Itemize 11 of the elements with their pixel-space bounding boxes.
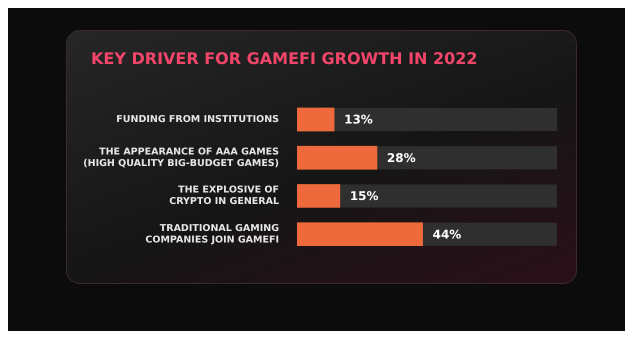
data-label: 28%: [386, 150, 416, 165]
data-label: 44%: [432, 227, 462, 242]
chart-title: KEY DRIVER FOR GAMEFI GROWTH IN 2022: [91, 49, 478, 68]
y-tick-label: THE APPEARANCE OF AAA GAMES (HIGH QUALITY BIG-BUDGET GAMES): [83, 146, 280, 169]
y-tick-label: THE EXPLOSIVE OF CRYPTO IN GENERAL: [169, 184, 279, 208]
y-tick-label: FUNDING FROM INSTITUTIONS: [116, 114, 280, 125]
y-tick-label: TRADITIONAL GAMING COMPANIES JOIN GAMEFI: [145, 222, 280, 246]
data-label: 15%: [350, 189, 379, 204]
bar: [297, 184, 340, 208]
bar: [297, 108, 334, 132]
data-label: 13%: [344, 112, 373, 127]
